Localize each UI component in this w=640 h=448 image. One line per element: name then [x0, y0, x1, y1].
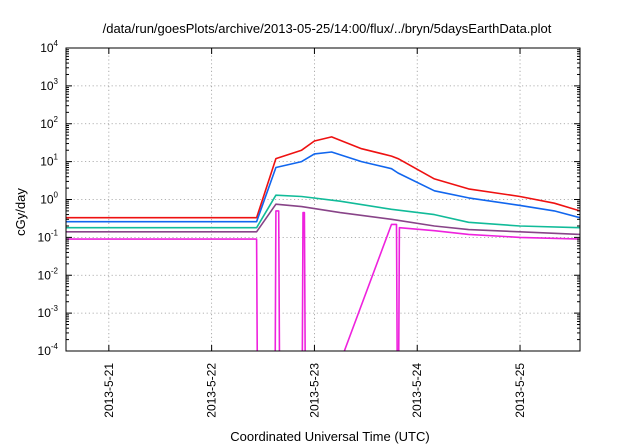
y-tick-label: 102 [40, 115, 58, 131]
x-tick-label: 2013-5-22 [205, 363, 219, 418]
chart-title: /data/run/goesPlots/archive/2013-05-25/1… [103, 21, 552, 36]
y-axis-label: cGy/day [13, 188, 28, 236]
series-line [66, 203, 580, 236]
x-tick-label: 2013-5-24 [410, 363, 424, 418]
series-line [66, 136, 580, 219]
y-tick-label: 103 [40, 77, 58, 93]
grid [66, 48, 580, 351]
series-layer [66, 136, 580, 351]
y-tick-label: 10-3 [38, 304, 59, 320]
y-tick-label: 101 [40, 153, 58, 169]
x-tick-label: 2013-5-23 [307, 363, 321, 418]
y-tick-label: 10-1 [38, 228, 59, 244]
axes: 10-4 10-3 10-2 10-1 100 101 102 103 104 2013-5-21… [38, 39, 581, 418]
y-tick-label: 100 [40, 191, 58, 207]
x-tick-label: 2013-5-25 [513, 363, 527, 418]
y-tick-label: 10-4 [38, 342, 59, 358]
x-tick-label: 2013-5-21 [102, 363, 116, 418]
series-line [66, 194, 580, 229]
series-line [66, 210, 580, 351]
y-tick-label: 10-2 [38, 266, 59, 282]
plot-frame [65, 47, 581, 352]
x-axis-label: Coordinated Universal Time (UTC) [230, 429, 429, 444]
y-tick-label: 104 [40, 39, 58, 55]
series-line [66, 151, 580, 223]
